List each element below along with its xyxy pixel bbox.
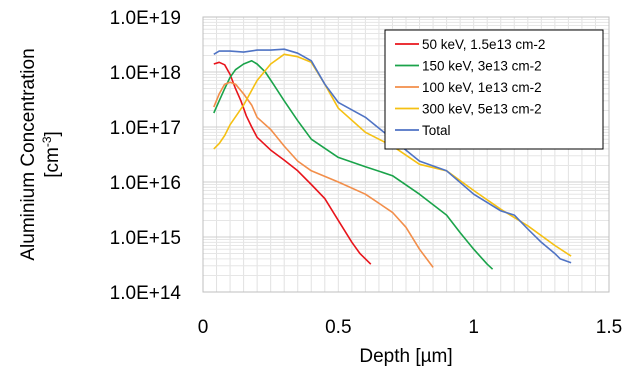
legend-item: Total bbox=[395, 123, 451, 138]
plot-area bbox=[202, 16, 610, 293]
legend-item: 100 keV, 1e13 cm-2 bbox=[395, 80, 542, 95]
series-lines bbox=[213, 48, 572, 270]
y-axis-unit-close: ] bbox=[42, 131, 63, 136]
legend-label: 150 keV, 3e13 cm-2 bbox=[422, 59, 542, 74]
x-tick-label: 1.5 bbox=[596, 317, 622, 338]
series-line-5 bbox=[213, 48, 572, 264]
y-tick-label: 1.0E+14 bbox=[110, 283, 182, 304]
legend-items: 50 keV, 1.5e13 cm-2 150 keV, 3e13 cm-2 100… bbox=[395, 37, 545, 138]
y-axis-unit-superscript: -3 bbox=[40, 136, 54, 147]
x-tick-label: 1 bbox=[468, 317, 479, 338]
legend-label: 100 keV, 1e13 cm-2 bbox=[422, 80, 542, 95]
legend: 50 keV, 1.5e13 cm-2 150 keV, 3e13 cm-2 100… bbox=[384, 29, 604, 150]
y-axis-unit-open: [cm bbox=[42, 147, 63, 178]
legend-label: 300 keV, 5e13 cm-2 bbox=[422, 102, 542, 117]
y-axis-title: Aluminium Concentration [cm-3] bbox=[18, 48, 63, 260]
legend-item: 300 keV, 5e13 cm-2 bbox=[395, 102, 542, 117]
series-line-1 bbox=[213, 61, 372, 265]
x-axis-title: Depth [µm] bbox=[359, 346, 452, 367]
x-tick-labels: 0 0.5 1 1.5 bbox=[198, 317, 623, 338]
y-tick-labels: 1.0E+14 1.0E+15 1.0E+16 1.0E+17 1.0E+18 1.0E+… bbox=[110, 8, 182, 304]
y-axis-title-line1: Aluminium Concentration bbox=[18, 48, 39, 260]
x-tick-label: 0.5 bbox=[325, 317, 351, 338]
y-tick-label: 1.0E+18 bbox=[110, 63, 181, 84]
legend-label: 50 keV, 1.5e13 cm-2 bbox=[422, 37, 545, 52]
y-axis-title-line2: [cm-3] bbox=[40, 131, 63, 178]
y-tick-label: 1.0E+17 bbox=[110, 118, 181, 139]
legend-item: 150 keV, 3e13 cm-2 bbox=[395, 59, 542, 74]
y-tick-label: 1.0E+16 bbox=[110, 173, 181, 194]
series-line-3 bbox=[213, 81, 434, 268]
x-tick-label: 0 bbox=[198, 317, 209, 338]
y-tick-label: 1.0E+19 bbox=[110, 8, 181, 29]
legend-item: 50 keV, 1.5e13 cm-2 bbox=[395, 37, 545, 52]
series-line-2 bbox=[213, 59, 494, 270]
legend-box bbox=[384, 29, 604, 150]
legend-label: Total bbox=[422, 123, 451, 138]
y-tick-label: 1.0E+15 bbox=[110, 228, 181, 249]
